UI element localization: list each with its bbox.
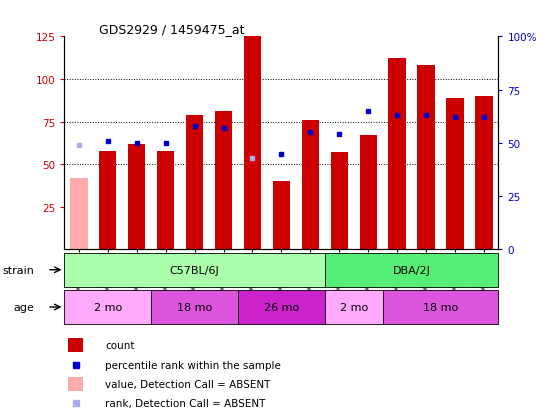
Text: 18 mo: 18 mo [177, 302, 212, 312]
Bar [302, 121, 319, 250]
Bar [215, 112, 232, 250]
Bar [238, 290, 325, 324]
Text: count: count [105, 340, 135, 350]
Text: 2 mo: 2 mo [339, 302, 368, 312]
Bar [244, 37, 261, 250]
Text: strain: strain [2, 265, 34, 275]
Bar [64, 253, 325, 287]
Text: 26 mo: 26 mo [264, 302, 299, 312]
Text: C57BL/6J: C57BL/6J [170, 265, 220, 275]
Text: GDS2929 / 1459475_at: GDS2929 / 1459475_at [99, 23, 245, 36]
Bar [186, 116, 203, 250]
Bar [128, 145, 146, 250]
Bar [99, 151, 116, 250]
Bar [446, 98, 464, 250]
Bar [151, 290, 238, 324]
Bar [360, 136, 377, 250]
Bar [273, 182, 290, 250]
Bar [417, 66, 435, 250]
Text: age: age [13, 302, 34, 312]
Bar [389, 59, 406, 250]
Text: rank, Detection Call = ABSENT: rank, Detection Call = ABSENT [105, 398, 265, 408]
Bar [68, 339, 83, 352]
Bar [325, 290, 382, 324]
Text: DBA/2J: DBA/2J [393, 265, 431, 275]
Bar [70, 178, 87, 250]
Text: 2 mo: 2 mo [94, 302, 122, 312]
Bar [64, 290, 151, 324]
Bar [68, 377, 83, 391]
Bar [157, 151, 174, 250]
Bar [475, 97, 493, 250]
Bar [382, 290, 498, 324]
Text: 18 mo: 18 mo [423, 302, 458, 312]
Text: percentile rank within the sample: percentile rank within the sample [105, 360, 281, 370]
Bar [325, 253, 498, 287]
Text: value, Detection Call = ABSENT: value, Detection Call = ABSENT [105, 379, 270, 389]
Bar [330, 153, 348, 250]
